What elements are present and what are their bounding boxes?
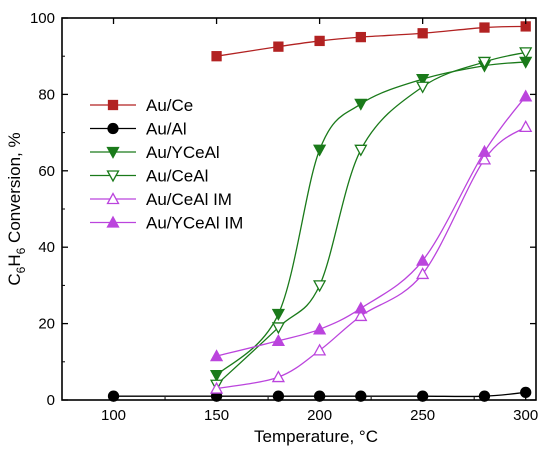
plot-frame [61,17,537,401]
legend-label-au-ceal-im: Au/CeAl IM [146,190,232,209]
data-point-au-yceal [313,144,327,157]
legend-marker-au-yceal-im [106,215,120,228]
data-point-au-ce [417,28,428,39]
data-point-au-ceal-im [519,120,533,133]
data-point-au-ceal-im [416,267,430,280]
legend-marker-au-ceal [106,170,120,183]
x-tick-label: 200 [307,407,332,424]
data-point-au-ceal [271,322,285,335]
data-point-au-ce [479,22,490,33]
data-point-au-ceal-im [313,343,327,356]
x-tick-label: 300 [513,407,538,424]
x-axis-title: Temperature, °C [254,427,378,446]
data-point-au-yceal [271,308,285,321]
data-point-au-ce [355,31,366,43]
y-axis-title: C6H6 Conversion, % [5,132,28,285]
data-point-au-ceal [313,280,327,293]
data-point-au-yceal-im [354,301,368,314]
data-point-au-yceal-im [271,333,285,346]
data-point-au-ceal [519,47,533,60]
series-lines [113,25,527,398]
data-point-au-yceal-im [313,322,327,335]
legend-marker-au-ceal-im [106,192,120,205]
series-line-au-ceal [216,51,526,386]
y-tick-label: 20 [38,316,55,333]
y-tick-label: 60 [38,163,55,180]
data-point-au-ceal-im [209,381,224,394]
data-point-au-ce [211,51,222,62]
data-point-au-yceal [354,98,368,111]
y-tick-label: 80 [38,86,55,103]
x-tick-label: 250 [410,407,435,424]
axis-ticks: 100 150 200 250 300 0 20 40 60 80 100 [30,10,538,424]
y-tick-label: 0 [47,392,55,409]
data-point-au-yceal-im [477,144,492,157]
data-point-au-ce [314,35,325,47]
data-point-au-al [272,390,285,402]
legend-label-au-al: Au/Al [146,120,187,139]
y-tick-label: 100 [30,10,55,27]
series-line-au-ce [216,25,526,57]
legend-label-au-yceal: Au/YCeAl [146,143,220,162]
data-point-au-ceal-im [477,152,492,165]
legend-label-au-ce: Au/Ce [146,96,193,115]
data-point-au-yceal-im [209,349,224,362]
legend-marker-au-yceal [106,146,120,159]
legend-marker-au-ce [107,99,119,111]
legend-marker-au-al [107,122,119,135]
data-point-au-ceal-im [271,370,285,383]
data-point-au-yceal [209,370,224,383]
series-line-au-yceal-im [216,95,527,357]
data-point-au-yceal-im [519,89,533,102]
legend: Au/Ce Au/Al Au/YCeAl Au/CeAl Au/CeAl IM Au/YC… [90,96,243,233]
series-line-au-yceal [216,61,526,376]
data-point-au-yceal-im [416,253,430,266]
data-point-au-yceal [416,73,430,86]
series-markers [107,21,533,402]
data-point-au-ceal [354,144,368,157]
data-point-au-ceal [416,81,430,94]
legend-label-au-yceal-im: Au/YCeAl IM [146,214,243,233]
series-line-au-ceal-im [216,126,527,390]
data-point-au-al [478,390,491,402]
data-point-au-ce [273,41,284,52]
x-tick-label: 150 [204,407,229,424]
legend-label-au-ceal: Au/CeAl [146,167,208,186]
y-tick-label: 40 [38,239,55,256]
data-point-au-ceal [477,56,492,69]
x-tick-label: 100 [101,407,126,424]
data-point-au-al [355,390,367,402]
data-point-au-ceal-im [354,309,368,322]
